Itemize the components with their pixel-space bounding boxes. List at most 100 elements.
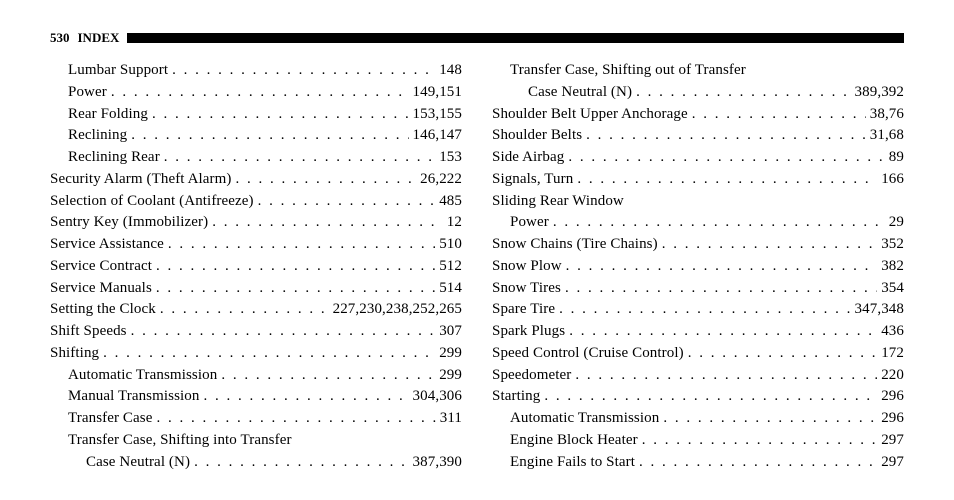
index-entry: Automatic Transmission296 xyxy=(492,408,904,430)
entry-label: Speedometer xyxy=(492,365,571,387)
entry-pages: 485 xyxy=(439,191,462,213)
index-entry: Selection of Coolant (Antifreeze) 485 xyxy=(50,191,462,213)
entry-leader-dots xyxy=(569,321,877,343)
entry-label: Automatic Transmission xyxy=(68,365,217,387)
index-entry: Engine Fails to Start297 xyxy=(492,452,904,474)
index-entry: Power149,151 xyxy=(50,82,462,104)
index-column-right: Transfer Case, Shifting out of TransferC… xyxy=(492,60,904,473)
entry-pages: 347,348 xyxy=(855,299,904,321)
entry-label: Case Neutral (N) xyxy=(528,82,632,104)
entry-label: Transfer Case xyxy=(68,408,152,430)
entry-pages: 220 xyxy=(881,365,904,387)
entry-label: Speed Control (Cruise Control) xyxy=(492,343,684,365)
entry-leader-dots xyxy=(212,212,443,234)
entry-leader-dots xyxy=(663,408,877,430)
entry-leader-dots xyxy=(160,299,329,321)
entry-leader-dots xyxy=(131,125,408,147)
entry-label: Case Neutral (N) xyxy=(86,452,190,474)
entry-label: Service Assistance xyxy=(50,234,164,256)
index-entry: Power29 xyxy=(492,212,904,234)
index-entry: Speed Control (Cruise Control)172 xyxy=(492,343,904,365)
entry-pages: 146,147 xyxy=(413,125,462,147)
entry-pages: 382 xyxy=(881,256,904,278)
entry-pages: 38,76 xyxy=(870,104,904,126)
entry-pages: 296 xyxy=(881,386,904,408)
entry-label: Side Airbag xyxy=(492,147,564,169)
entry-pages: 148 xyxy=(439,60,462,82)
entry-pages: 436 xyxy=(881,321,904,343)
index-entry: Spare Tire 347,348 xyxy=(492,299,904,321)
entry-leader-dots xyxy=(662,234,877,256)
entry-pages: 31,68 xyxy=(870,125,904,147)
entry-pages: 307 xyxy=(439,321,462,343)
entry-label: Transfer Case, Shifting out of Transfer xyxy=(510,60,746,82)
entry-label: Starting xyxy=(492,386,540,408)
index-entry: Transfer Case, Shifting out of Transfer xyxy=(492,60,904,82)
entry-pages: 166 xyxy=(881,169,904,191)
entry-pages: 153,155 xyxy=(413,104,462,126)
entry-leader-dots xyxy=(258,191,436,213)
index-entry: Case Neutral (N) 389,392 xyxy=(492,82,904,104)
entry-leader-dots xyxy=(164,147,435,169)
entry-leader-dots xyxy=(156,408,435,430)
index-entry: Rear Folding 153,155 xyxy=(50,104,462,126)
entry-leader-dots xyxy=(565,278,877,300)
entry-leader-dots xyxy=(131,321,436,343)
index-entry: Snow Tires354 xyxy=(492,278,904,300)
entry-pages: 299 xyxy=(439,343,462,365)
entry-label: Engine Block Heater xyxy=(510,430,638,452)
entry-leader-dots xyxy=(544,386,877,408)
index-entry: Speedometer 220 xyxy=(492,365,904,387)
index-entry: Service Manuals 514 xyxy=(50,278,462,300)
index-entry: Transfer Case, Shifting into Transfer xyxy=(50,430,462,452)
entry-label: Rear Folding xyxy=(68,104,148,126)
entry-label: Service Contract xyxy=(50,256,152,278)
entry-label: Snow Tires xyxy=(492,278,561,300)
index-entry: Reclining 146,147 xyxy=(50,125,462,147)
entry-leader-dots xyxy=(568,147,884,169)
entry-leader-dots xyxy=(103,343,435,365)
index-columns: Lumbar Support 148Power149,151Rear Foldin… xyxy=(50,60,904,473)
entry-leader-dots xyxy=(688,343,877,365)
entry-label: Lumbar Support xyxy=(68,60,168,82)
entry-leader-dots xyxy=(553,212,885,234)
entry-leader-dots xyxy=(236,169,417,191)
entry-leader-dots xyxy=(559,299,850,321)
entry-pages: 296 xyxy=(881,408,904,430)
index-entry: Sliding Rear Window xyxy=(492,191,904,213)
index-page: 530 INDEX Lumbar Support148Power149,151R… xyxy=(0,0,954,493)
entry-pages: 352 xyxy=(881,234,904,256)
entry-pages: 29 xyxy=(889,212,904,234)
entry-pages: 512 xyxy=(439,256,462,278)
entry-leader-dots xyxy=(152,104,409,126)
entry-leader-dots xyxy=(194,452,408,474)
entry-label: Service Manuals xyxy=(50,278,152,300)
index-entry: Case Neutral (N)387,390 xyxy=(50,452,462,474)
entry-label: Power xyxy=(68,82,107,104)
entry-label: Setting the Clock xyxy=(50,299,156,321)
index-entry: Shifting299 xyxy=(50,343,462,365)
entry-pages: 514 xyxy=(439,278,462,300)
entry-leader-dots xyxy=(168,234,435,256)
entry-leader-dots xyxy=(221,365,435,387)
index-entry: Snow Chains (Tire Chains)352 xyxy=(492,234,904,256)
entry-leader-dots xyxy=(586,125,866,147)
entry-pages: 389,392 xyxy=(855,82,904,104)
entry-pages: 89 xyxy=(889,147,904,169)
entry-label: Reclining xyxy=(68,125,127,147)
entry-label: Shift Speeds xyxy=(50,321,127,343)
entry-pages: 26,222 xyxy=(420,169,462,191)
index-entry: Sentry Key (Immobilizer)12 xyxy=(50,212,462,234)
header-title: INDEX xyxy=(78,30,120,46)
entry-leader-dots xyxy=(575,365,877,387)
index-entry: Starting 296 xyxy=(492,386,904,408)
entry-leader-dots xyxy=(692,104,866,126)
index-entry: Shift Speeds 307 xyxy=(50,321,462,343)
entry-pages: 12 xyxy=(447,212,462,234)
entry-label: Spare Tire xyxy=(492,299,555,321)
entry-leader-dots xyxy=(566,256,878,278)
entry-label: Signals, Turn xyxy=(492,169,573,191)
page-number: 530 xyxy=(50,30,70,46)
entry-label: Selection of Coolant (Antifreeze) xyxy=(50,191,254,213)
index-column-left: Lumbar Support 148Power149,151Rear Foldin… xyxy=(50,60,462,473)
